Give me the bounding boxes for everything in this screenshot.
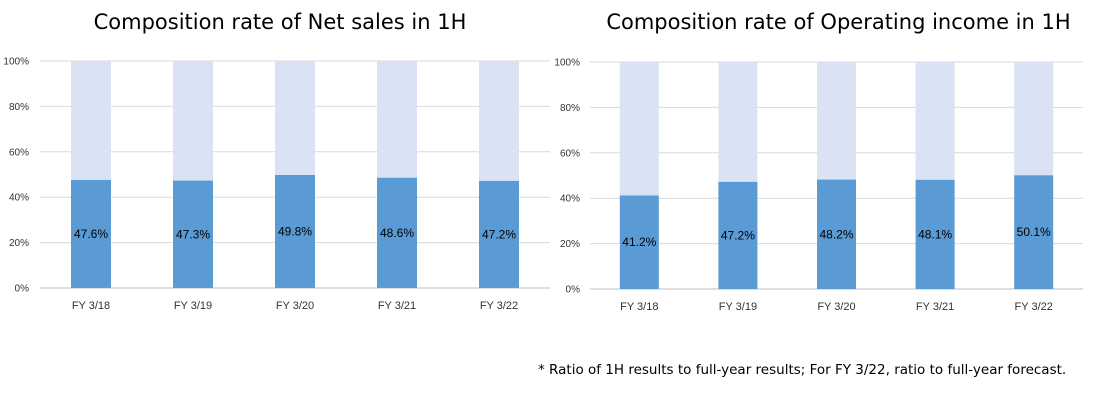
bar-remainder — [619, 62, 659, 196]
data-label: 48.1% — [918, 227, 952, 241]
bar-remainder — [71, 61, 111, 180]
bar-value — [718, 181, 758, 289]
bar-value — [1014, 175, 1054, 289]
data-label: 41.2% — [622, 235, 656, 249]
chart-title-net-sales: Composition rate of Net sales in 1H — [93, 10, 467, 34]
bar-value — [173, 180, 213, 288]
x-category-label: FY 3/19 — [719, 301, 757, 313]
data-label: 47.6% — [74, 227, 108, 241]
bar-value — [71, 179, 111, 288]
data-label: 48.6% — [380, 226, 414, 240]
data-label: 47.2% — [482, 227, 516, 241]
bar-value — [817, 179, 856, 289]
bar-remainder — [1014, 62, 1054, 176]
y-tick-label: 100% — [3, 57, 29, 68]
y-tick-label: 0% — [566, 285, 581, 296]
net-sales-chart: 0% 20% 40% 60% 80% 100% 47.6% FY 3/18 47.3% FY 3/… — [3, 57, 550, 312]
y-tick-label: 20% — [560, 239, 580, 250]
x-category-label: FY 3/18 — [620, 301, 658, 313]
bar-value — [377, 177, 417, 288]
y-tick-label: 40% — [9, 193, 29, 204]
bar-remainder — [817, 62, 856, 180]
y-tick-label: 0% — [15, 284, 30, 295]
footnote: * Ratio of 1H results to full-year resul… — [538, 362, 1067, 378]
bar-value — [275, 174, 315, 288]
bar-value — [619, 195, 659, 289]
y-tick-label: 80% — [560, 103, 580, 114]
x-category-label: FY 3/21 — [916, 301, 954, 313]
bar-value — [479, 180, 519, 288]
data-label: 48.2% — [819, 227, 853, 241]
x-category-label: FY 3/22 — [1015, 301, 1053, 313]
y-tick-label: 80% — [9, 102, 29, 113]
x-category-label: FY 3/19 — [174, 300, 212, 312]
operating-income-chart: 0% 20% 40% 60% 80% 100% 41.2% FY 3/18 47.2% FY 3/… — [554, 58, 1083, 313]
bar-remainder — [479, 61, 519, 181]
bar-remainder — [377, 61, 417, 178]
x-category-label: FY 3/21 — [378, 300, 416, 312]
bar-value — [915, 179, 955, 289]
bar-remainder — [275, 61, 315, 175]
y-tick-label: 40% — [560, 194, 580, 205]
x-category-label: FY 3/20 — [276, 300, 314, 312]
bar-remainder — [173, 61, 213, 181]
x-category-label: FY 3/20 — [817, 301, 855, 313]
x-category-label: FY 3/22 — [480, 300, 518, 312]
y-tick-label: 60% — [560, 148, 580, 159]
bar-remainder — [718, 62, 758, 182]
x-category-label: FY 3/18 — [72, 300, 110, 312]
data-label: 47.2% — [721, 228, 755, 242]
data-label: 50.1% — [1017, 225, 1051, 239]
chart-title-operating-income: Composition rate of Operating income in … — [606, 10, 1071, 34]
y-tick-label: 20% — [9, 238, 29, 249]
bar-remainder — [915, 62, 955, 180]
y-tick-label: 60% — [9, 147, 29, 158]
y-tick-label: 100% — [554, 58, 580, 69]
data-label: 49.8% — [278, 224, 312, 238]
data-label: 47.3% — [176, 227, 210, 241]
